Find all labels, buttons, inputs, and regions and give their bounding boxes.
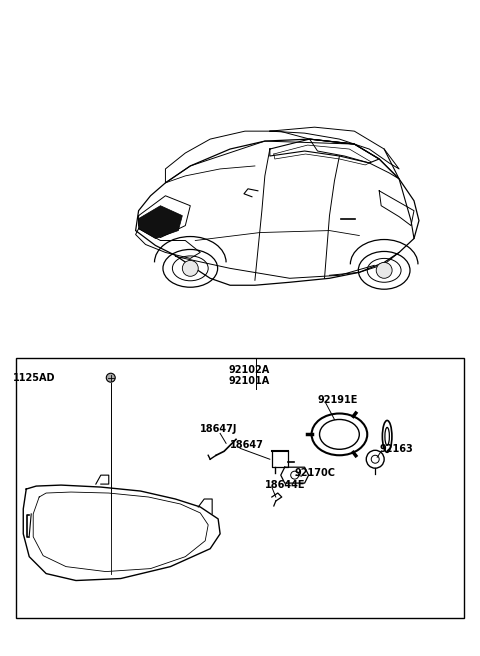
Text: 92101A: 92101A	[228, 376, 269, 386]
Text: 18647J: 18647J	[200, 424, 238, 434]
Text: 92191E: 92191E	[318, 394, 358, 405]
Text: 92170C: 92170C	[295, 468, 336, 478]
Circle shape	[182, 260, 198, 276]
Text: 92163: 92163	[379, 444, 413, 455]
Bar	[16, 358, 464, 619]
Polygon shape	[139, 206, 182, 239]
Circle shape	[376, 262, 392, 278]
Text: 18647: 18647	[230, 440, 264, 450]
Text: 1125AD: 1125AD	[13, 373, 56, 382]
Circle shape	[106, 373, 115, 382]
Text: 92102A: 92102A	[228, 365, 269, 375]
Text: 18644E: 18644E	[265, 480, 305, 490]
